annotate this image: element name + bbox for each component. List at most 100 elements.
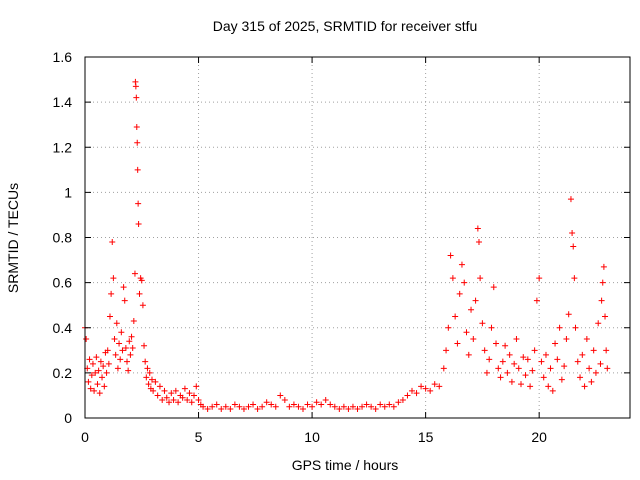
data-point xyxy=(168,390,175,397)
data-point xyxy=(138,277,145,284)
data-point xyxy=(540,374,547,381)
data-point xyxy=(515,365,522,372)
y-tick-label: 0.8 xyxy=(53,230,73,246)
data-point xyxy=(277,392,284,399)
data-point xyxy=(583,336,590,343)
data-point xyxy=(126,338,133,345)
data-point xyxy=(133,123,140,130)
data-points xyxy=(82,78,611,412)
data-point xyxy=(103,369,110,376)
data-point xyxy=(381,403,388,410)
data-point xyxy=(436,383,443,390)
data-point xyxy=(281,396,288,403)
data-point xyxy=(561,363,568,370)
data-point xyxy=(363,401,370,408)
data-point xyxy=(452,313,459,320)
data-point xyxy=(150,387,157,394)
data-point xyxy=(136,290,143,297)
data-point xyxy=(522,372,529,379)
y-tick-label: 1.4 xyxy=(53,94,73,110)
data-point xyxy=(340,403,347,410)
data-point xyxy=(184,396,191,403)
data-point xyxy=(527,383,534,390)
data-point xyxy=(188,399,195,406)
data-point xyxy=(87,385,94,392)
data-point xyxy=(536,275,543,282)
data-point xyxy=(200,403,207,410)
data-point xyxy=(427,387,434,394)
data-point xyxy=(254,405,261,412)
data-point xyxy=(570,243,577,250)
data-point xyxy=(595,320,602,327)
data-point xyxy=(145,381,152,388)
data-point xyxy=(497,374,504,381)
chart-title: Day 315 of 2025, SRMTID for receiver stf… xyxy=(213,18,478,34)
data-point xyxy=(101,383,108,390)
grid-lines xyxy=(85,57,630,418)
data-point xyxy=(474,225,481,232)
data-point xyxy=(531,347,538,354)
data-point xyxy=(318,401,325,408)
data-point xyxy=(409,387,415,394)
data-point xyxy=(139,302,146,309)
data-point xyxy=(443,347,450,354)
data-point xyxy=(336,405,343,412)
data-point xyxy=(518,381,524,388)
data-point xyxy=(449,275,456,282)
data-point xyxy=(558,376,565,383)
data-point xyxy=(100,363,107,370)
data-point xyxy=(143,374,150,381)
data-point xyxy=(97,358,104,365)
data-point xyxy=(386,401,393,408)
data-point xyxy=(431,381,438,388)
data-point xyxy=(133,94,140,101)
data-point xyxy=(511,360,518,367)
data-point xyxy=(456,290,463,297)
data-point xyxy=(272,403,279,410)
data-point xyxy=(116,340,123,347)
data-point xyxy=(499,358,506,365)
data-point xyxy=(377,401,384,408)
data-point xyxy=(600,263,607,270)
data-point xyxy=(156,383,163,390)
data-point xyxy=(345,405,352,412)
data-point xyxy=(119,347,126,354)
data-point xyxy=(598,297,605,304)
data-point xyxy=(418,383,425,390)
tick-labels: 0 5 10 15 20 0 0.2 0.4 0.6 0.8 1 1.2 1.4 1.6 xyxy=(53,49,548,445)
data-point xyxy=(483,369,490,376)
data-point xyxy=(472,297,479,304)
data-point xyxy=(588,378,595,385)
data-point xyxy=(481,347,488,354)
data-point xyxy=(571,275,578,282)
data-point xyxy=(422,385,429,392)
x-tick-label: 5 xyxy=(195,429,203,445)
data-point xyxy=(490,284,497,291)
data-point xyxy=(479,320,486,327)
data-point xyxy=(179,394,186,401)
data-point xyxy=(259,403,266,410)
data-point xyxy=(577,374,584,381)
data-point xyxy=(195,396,202,403)
y-tick-label: 0.4 xyxy=(53,320,73,336)
data-point xyxy=(495,365,502,372)
data-point xyxy=(599,279,606,286)
data-point xyxy=(113,320,120,327)
data-point xyxy=(524,356,531,363)
data-point xyxy=(533,297,540,304)
data-point xyxy=(106,313,113,320)
data-point xyxy=(120,284,127,291)
data-point xyxy=(231,401,238,408)
data-point xyxy=(117,356,124,363)
y-tick-label: 1 xyxy=(64,184,72,200)
data-point xyxy=(349,403,356,410)
data-point xyxy=(166,399,173,406)
data-point xyxy=(104,347,111,354)
data-point xyxy=(218,405,225,412)
data-point xyxy=(458,261,465,268)
data-point xyxy=(121,297,128,304)
data-point xyxy=(445,324,452,331)
data-point xyxy=(508,378,515,385)
data-point xyxy=(313,399,320,406)
